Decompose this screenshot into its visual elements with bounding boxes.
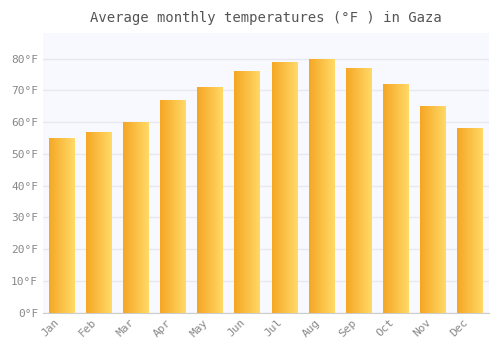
Title: Average monthly temperatures (°F ) in Gaza: Average monthly temperatures (°F ) in Ga… xyxy=(90,11,442,25)
